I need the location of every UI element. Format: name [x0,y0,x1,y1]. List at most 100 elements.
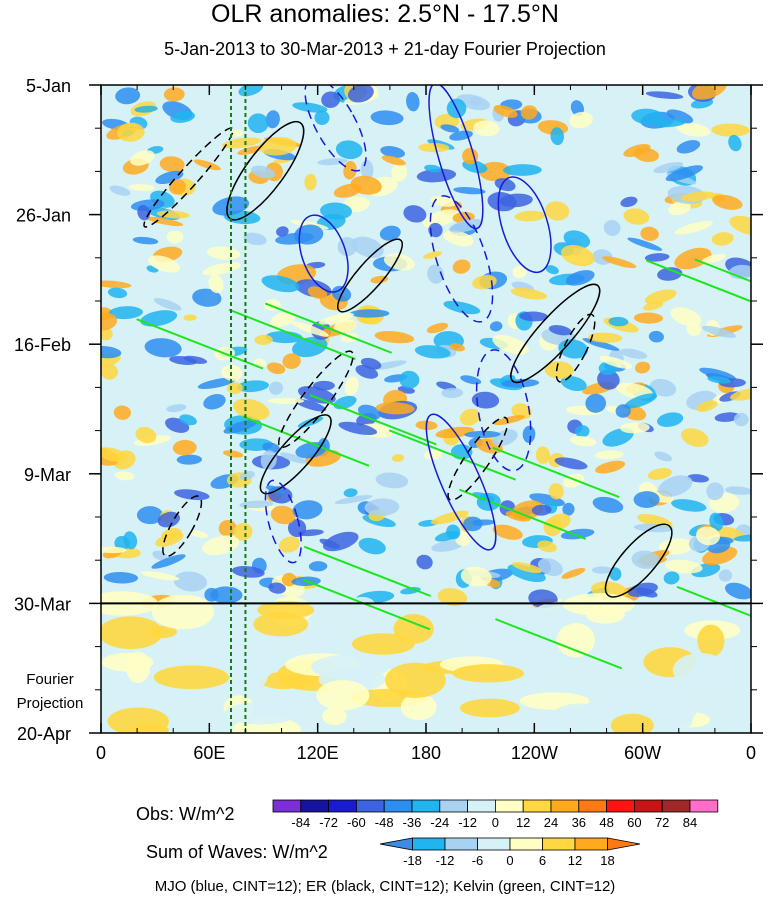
field-blob [114,471,135,481]
kelvin-contour [495,618,623,670]
field-blob [230,129,244,137]
er-contour [337,238,403,313]
field-blob [634,361,651,374]
field-blob [631,550,660,569]
field-blob [665,165,704,182]
field-blob [668,201,691,216]
kelvin-contour [388,429,516,481]
wave-contours [136,85,751,670]
field-blob [148,255,180,273]
field-blob [203,394,226,410]
obs-colorbar-swatch [522,799,552,813]
field-blob [561,244,595,267]
field-blob [535,446,550,464]
field-blob [674,247,712,270]
projection-blob [700,604,751,625]
field-blob [239,500,274,509]
waves-colorbar-level-label: 6 [539,853,546,868]
field-blob [117,122,145,142]
field-blob [297,529,324,537]
waves-colorbar-swatch [509,837,543,851]
field-blob [635,587,658,598]
field-blob [333,183,362,198]
projection-blob [459,698,520,718]
field-blob [123,531,138,550]
kelvin-contour [303,545,431,597]
field-blob [179,414,197,426]
field-blob [343,488,358,498]
waves-colorbar-level-label: -18 [403,853,422,868]
field-blob [278,536,300,553]
field-blob [151,554,186,569]
kelvin-contour [242,415,370,467]
field-blob [424,164,442,173]
field-blob [664,559,703,574]
field-blob [663,571,680,585]
obs-colorbar-swatch [383,799,413,813]
field-blob [511,403,532,420]
projection-blob [697,624,725,658]
field-blob [424,449,442,461]
kelvin-contour [694,258,751,283]
field-blob [430,195,457,207]
field-blob [492,524,523,540]
x-tick-label: 0 [96,743,106,763]
field-blob [101,447,128,463]
mjo-contour [475,349,532,472]
field-blob [624,393,658,409]
field-blob [620,422,650,434]
field-blob [338,421,378,436]
field-blob [666,109,694,124]
field-blob [308,561,328,572]
field-blob [265,485,285,494]
field-blob [733,412,749,427]
field-blob [588,332,623,343]
waves-colorbar-level-label: 0 [506,853,513,868]
field-blob [459,408,481,426]
field-blob [265,110,280,129]
waves-colorbar-label: Sum of Waves: W/m^2 [146,842,328,862]
field-blob [437,588,468,607]
field-blob [493,104,518,118]
projection-blob [257,601,315,619]
field-blob [537,558,563,577]
mjo-contour [264,479,302,564]
field-blob [687,474,709,483]
field-blob [193,159,221,171]
field-blob [101,364,118,380]
field-blob [130,150,155,166]
field-blob [696,400,718,412]
kelvin-contour [309,394,437,446]
obs-colorbar-swatch [661,799,691,813]
projection-blob [562,593,636,616]
er-contour [510,283,601,384]
projection-blob [304,630,335,650]
projection-blob [101,652,154,672]
obs-colorbar-level-label: 84 [683,815,697,830]
field-blob [443,230,474,247]
field-blob [291,321,329,337]
projection-blob [322,707,347,725]
obs-colorbar-level-label: 60 [627,815,641,830]
field-blob [561,567,586,579]
field-blob [709,512,724,532]
er-contour [277,350,354,449]
field-blob [375,402,415,415]
field-blob [729,215,751,236]
field-blob [291,336,328,358]
mjo-contour [429,195,494,323]
field-blob [627,237,663,251]
obs-colorbar-swatch [272,799,302,813]
field-blob [446,524,461,540]
chart-subtitle: 5-Jan-2013 to 30-Mar-2013 + 21-day Fouri… [164,39,606,59]
obs-colorbar-swatch [550,799,580,813]
field-blob [416,168,457,183]
field-blob [644,289,677,305]
field-blob [562,502,575,516]
field-blob [460,566,492,587]
field-blob [168,178,187,195]
field-blob [602,427,634,447]
field-blob [711,232,734,246]
field-blob [155,170,184,185]
waves-colorbar-swatch [477,837,511,851]
